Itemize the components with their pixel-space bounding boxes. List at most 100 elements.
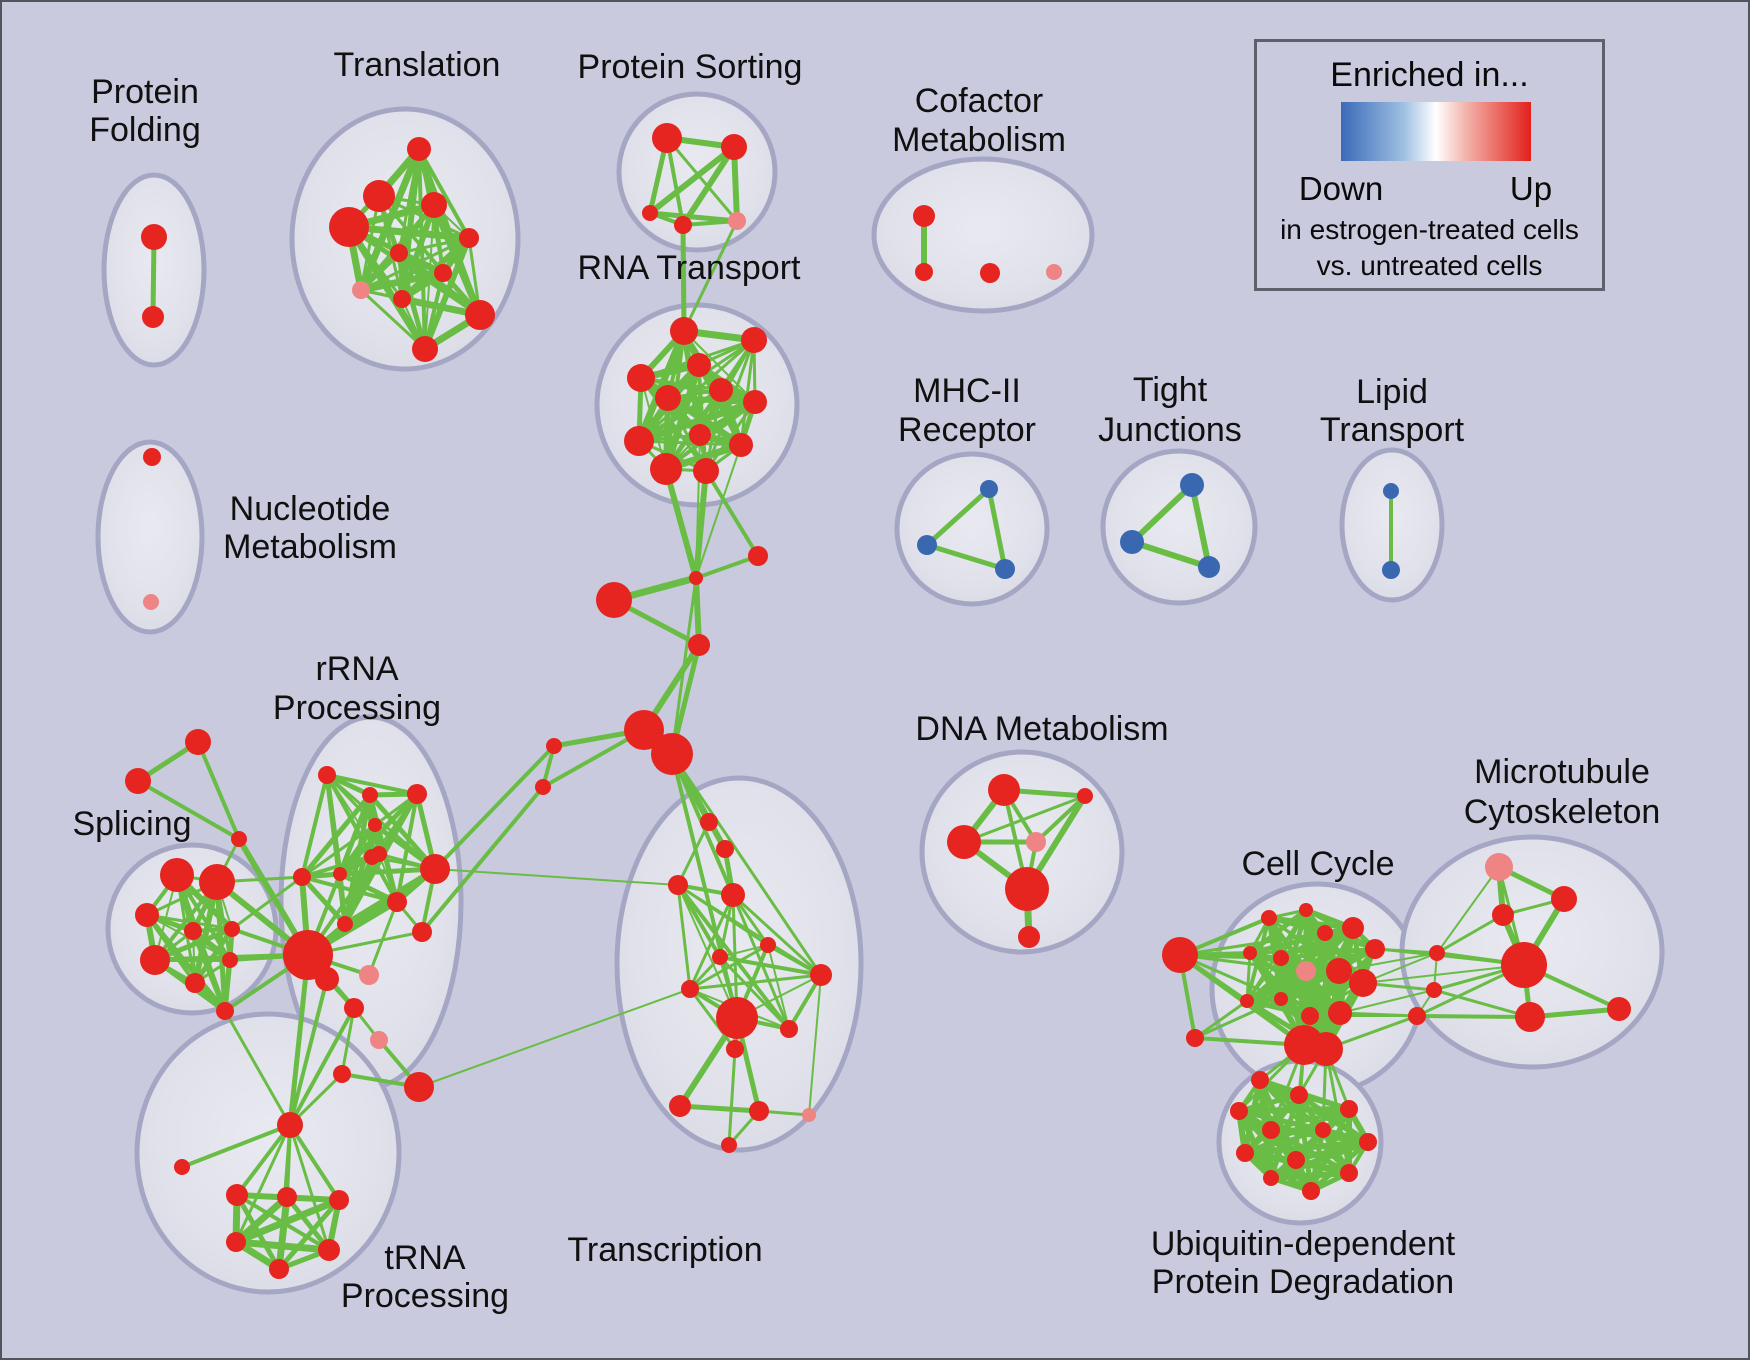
edge-tr — [359, 288, 427, 351]
edge-rr — [299, 874, 348, 927]
node-sx-0 — [185, 729, 211, 755]
cluster-label-microtubule-cytoskeleton-line2: Cytoskeleton — [1464, 793, 1661, 831]
cluster-ellipse-cofactor-metabolism — [871, 156, 1095, 314]
edge-tn — [232, 1238, 333, 1254]
edge-mc — [1432, 988, 1532, 1019]
node-pf-1 — [142, 306, 164, 328]
edge-cc — [1193, 999, 1249, 1040]
cluster-label-rrna-processing-line2: Processing — [273, 689, 441, 727]
edge-tr — [345, 223, 473, 242]
legend-gradient-bar — [1341, 102, 1531, 161]
node-tc-17 — [726, 1040, 744, 1058]
edge-rt — [635, 398, 759, 445]
edge-link-rr-tn — [287, 952, 311, 1128]
cluster-label-tight-junctions-line2: Junctions — [1098, 411, 1242, 449]
node-rt-5 — [709, 378, 733, 402]
edge-tc — [767, 944, 790, 1030]
edge-cc — [1279, 947, 1377, 960]
node-rr-16 — [404, 1072, 434, 1102]
node-cc-9-pink — [1296, 961, 1316, 981]
edge-tn — [276, 1197, 342, 1272]
edge-cc — [1178, 953, 1308, 973]
edge-tr — [430, 201, 484, 319]
node-tr-0 — [407, 137, 431, 161]
edge-link-tc-rr — [434, 868, 679, 886]
edge-tj — [1189, 482, 1212, 570]
edge-tn — [234, 1123, 292, 1244]
legend-up-label: Up — [1509, 170, 1553, 207]
edge-rr — [373, 823, 399, 904]
edge-rt — [704, 469, 760, 558]
node-rr-13 — [283, 930, 333, 980]
edge-tn — [288, 1123, 341, 1202]
node-tn-2 — [226, 1184, 248, 1206]
node-sp-0 — [160, 858, 194, 892]
edge-tc — [670, 752, 739, 1020]
edge-rr — [337, 871, 348, 927]
node-rr-6 — [293, 868, 311, 886]
node-tr-2 — [421, 192, 447, 218]
edge-link-tn-sp — [223, 1009, 292, 1127]
node-rt-6 — [743, 390, 767, 414]
node-mc-4 — [1515, 1002, 1545, 1032]
legend-subtitle-line1: in estrogen-treated cells — [1280, 214, 1579, 245]
node-cc-15 — [1328, 1001, 1352, 1025]
node-tc-12 — [810, 964, 832, 986]
cluster-label-trna-processing-line1: tRNA — [384, 1239, 466, 1277]
cluster-label-protein-folding-line2: Folding — [89, 111, 201, 149]
edge-link-tc-rr — [420, 785, 545, 934]
node-ub-1 — [1290, 1086, 1308, 1104]
node-cc-8 — [1273, 950, 1289, 966]
edge-sp — [145, 913, 234, 931]
nodes-layer — [125, 123, 1631, 1279]
edge-dm — [962, 794, 1087, 844]
edge-tc — [676, 820, 711, 887]
node-tc-9 — [668, 875, 688, 895]
edge-mc — [1415, 1014, 1532, 1019]
node-sx-2 — [231, 831, 247, 847]
node-tc-16 — [780, 1020, 798, 1038]
node-ub-8 — [1287, 1151, 1305, 1169]
edge-cc — [1247, 925, 1356, 956]
edge-ps — [647, 210, 740, 224]
node-sp-7 — [222, 952, 238, 968]
edge-link-cc-mc — [1362, 964, 1525, 984]
node-tc-1 — [596, 582, 632, 618]
edge-tc — [718, 955, 823, 977]
edge-rt — [704, 400, 757, 473]
node-tc-0 — [689, 571, 703, 585]
node-ps-2 — [642, 205, 658, 221]
edge-ps — [665, 136, 739, 223]
edge-ub — [1242, 1139, 1371, 1156]
edge-cc — [1178, 953, 1283, 1001]
edge-mh — [924, 542, 1008, 572]
edge-sp — [144, 912, 228, 1014]
node-tc-14 — [681, 980, 699, 998]
legend-down-label: Down — [1298, 170, 1384, 207]
edge-tc — [718, 955, 791, 1031]
node-tj-2 — [1198, 556, 1220, 578]
node-cf-3-pink — [1046, 264, 1062, 280]
edge-tc — [727, 1016, 739, 1147]
edge-ub — [1268, 1170, 1352, 1181]
edge-rr — [367, 792, 438, 872]
node-tn-0 — [277, 1112, 303, 1138]
cluster-label-translation: Translation — [334, 46, 501, 84]
edge-ub — [1308, 1139, 1371, 1194]
node-mc-2 — [1492, 904, 1514, 926]
edge-sx — [136, 779, 241, 841]
node-ub-10 — [1263, 1170, 1279, 1186]
node-tn-1 — [174, 1159, 190, 1175]
node-nm-1-pink — [143, 594, 159, 610]
node-rt-4 — [655, 385, 681, 411]
edge-tc — [808, 974, 822, 1116]
edge-rr — [301, 856, 373, 878]
node-tr-6 — [434, 264, 452, 282]
edge-tc — [719, 944, 769, 958]
node-rr-9 — [337, 916, 353, 932]
node-rr-2 — [407, 784, 427, 804]
node-tc-19 — [749, 1101, 769, 1121]
edge-rt — [739, 338, 756, 447]
node-cc-6 — [1365, 939, 1385, 959]
